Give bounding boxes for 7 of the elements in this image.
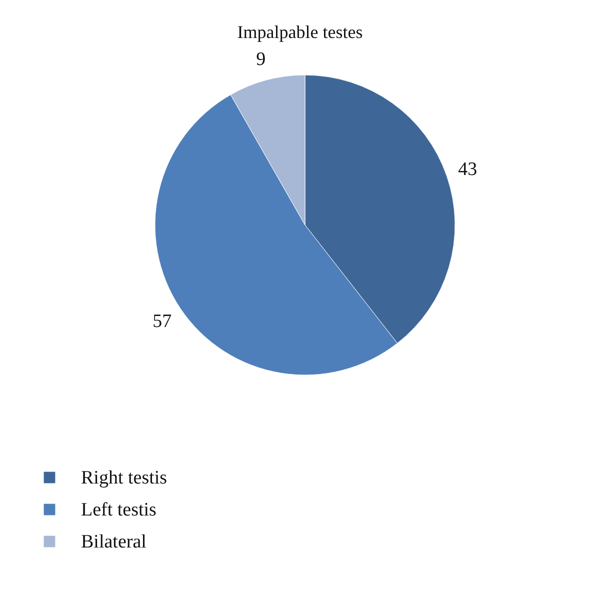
legend-label: Bilateral [81,532,146,552]
data-label: 9 [256,48,266,70]
data-label: 57 [152,310,172,332]
data-label: 43 [458,159,478,180]
legend-label: Left testis [81,500,156,520]
legend-label: Right testis [81,468,168,488]
chart-title: Impalpable testes [237,22,363,42]
